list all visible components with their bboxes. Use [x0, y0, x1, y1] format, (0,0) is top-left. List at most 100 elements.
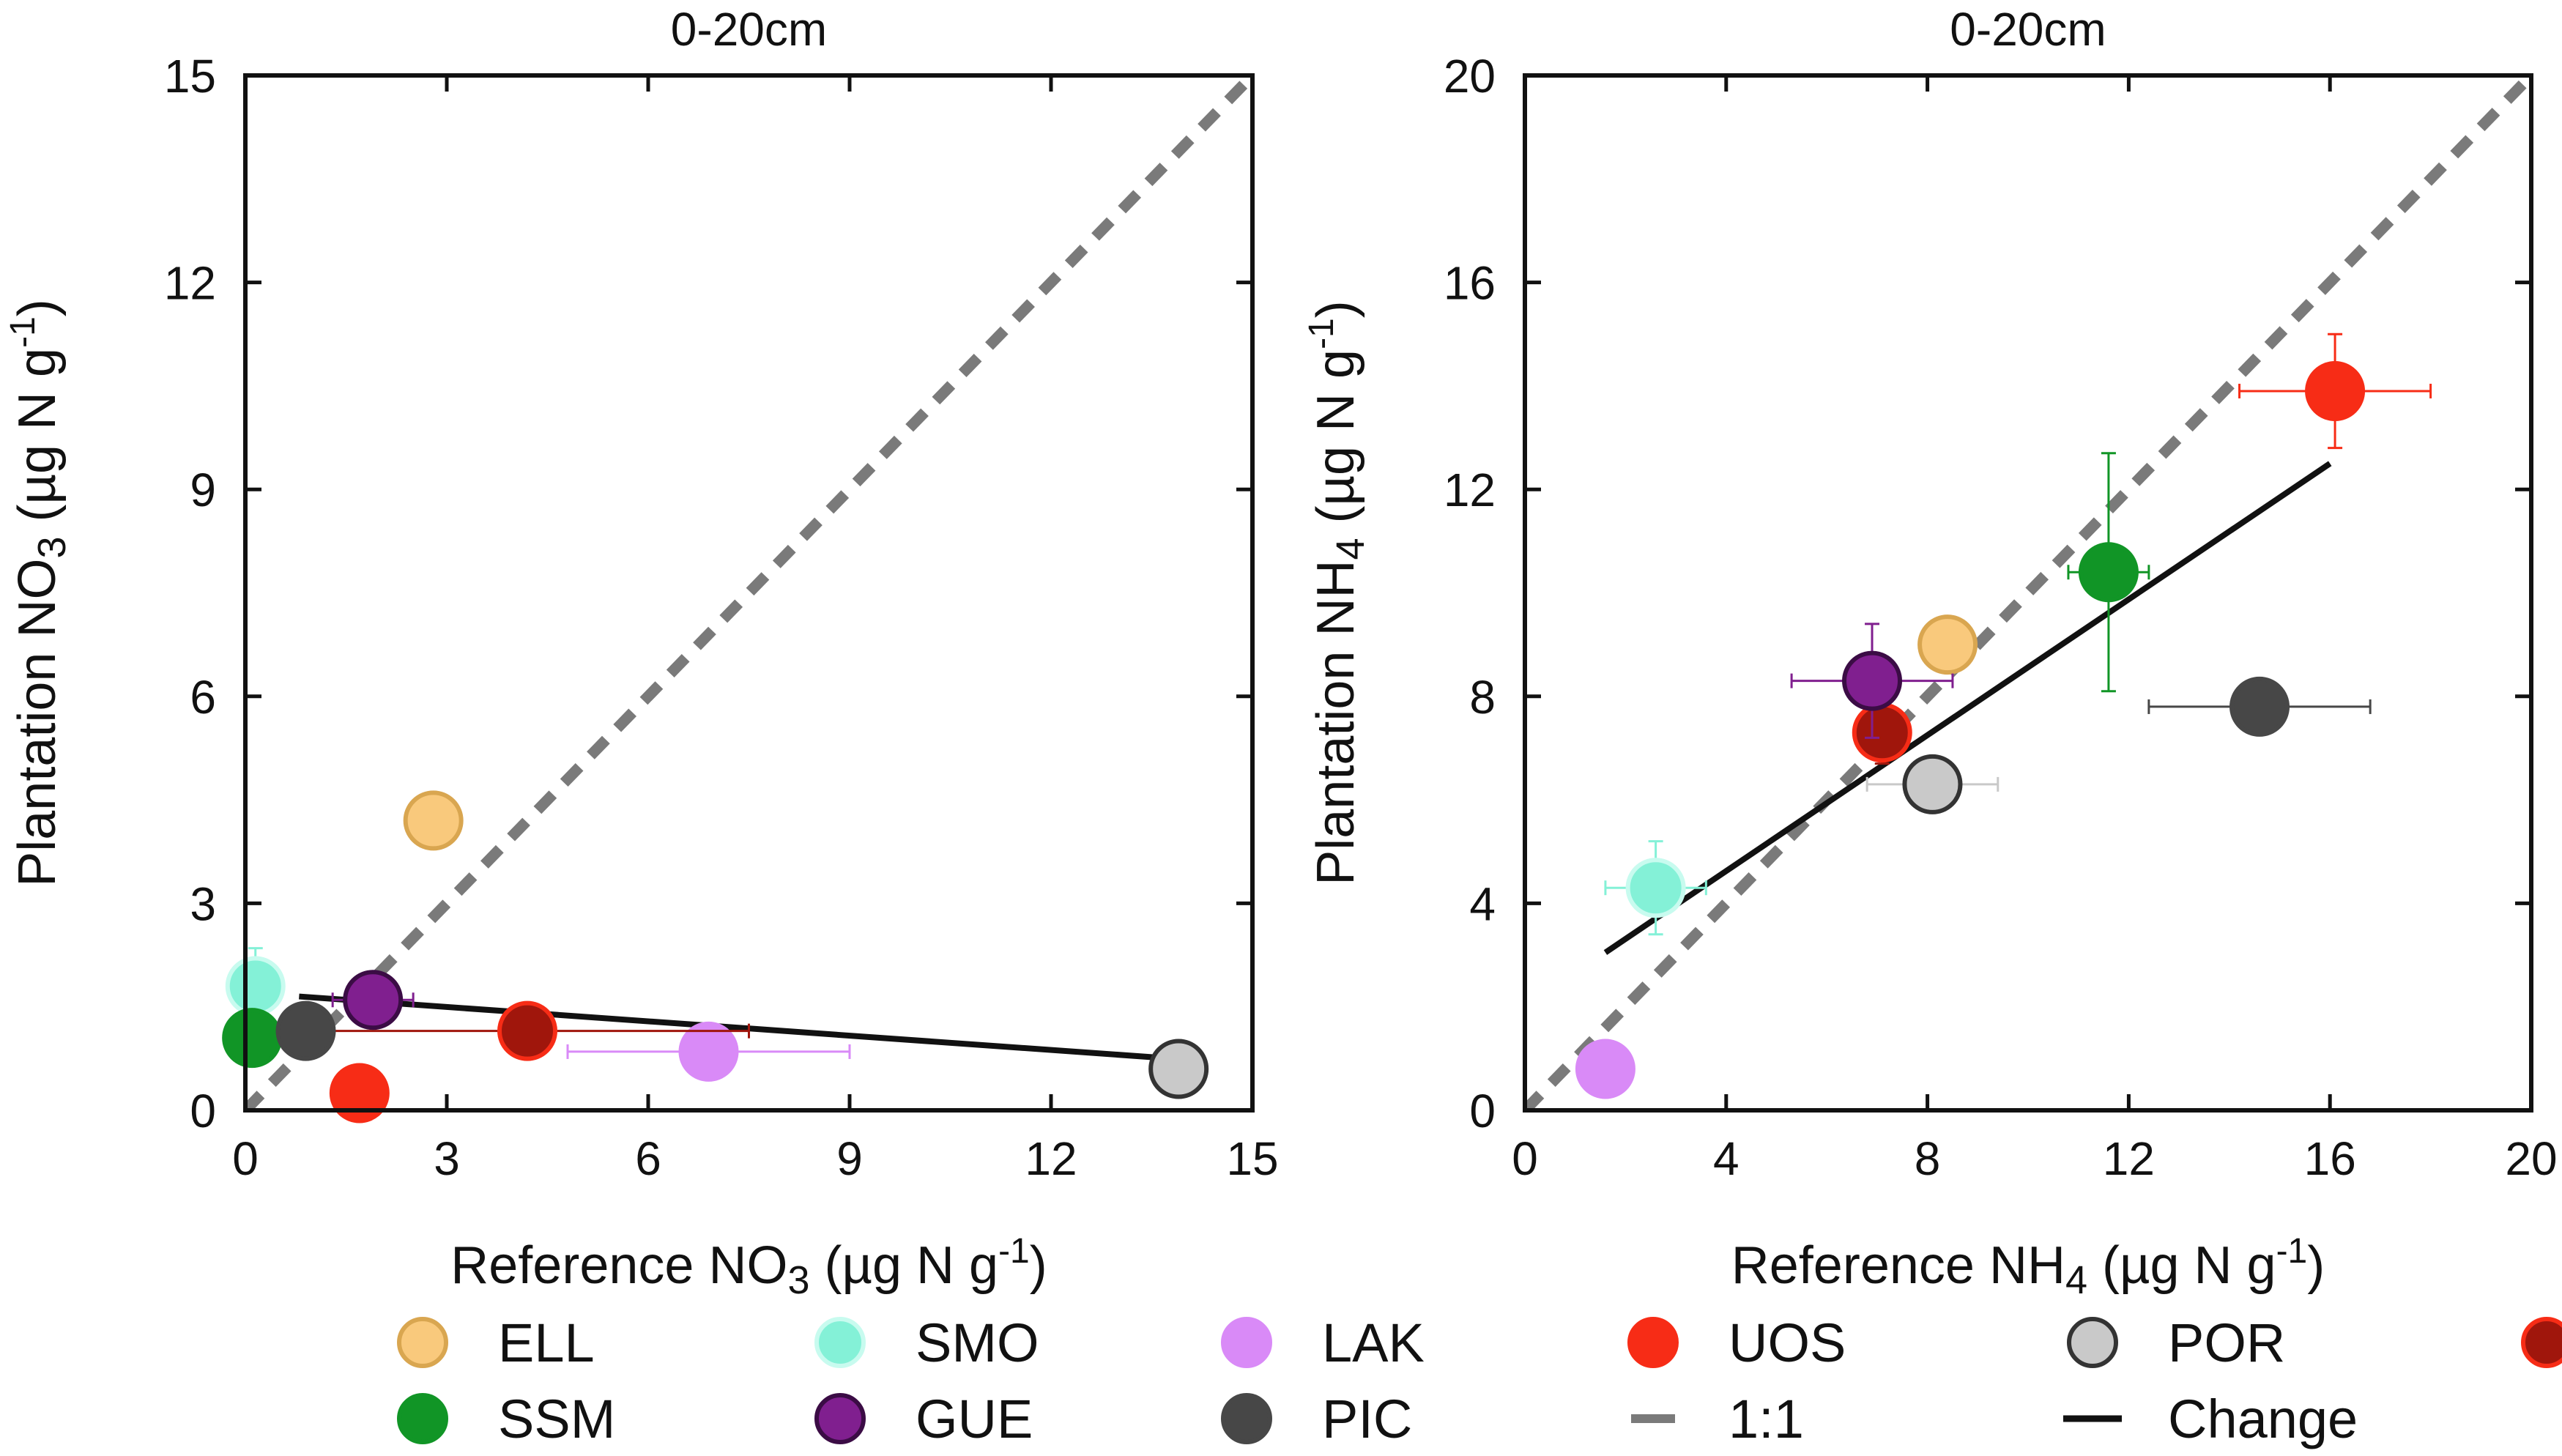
one-to-one-line: [1525, 75, 2531, 1110]
axis-label-part-sup: -1: [2276, 1232, 2308, 1271]
legend-marker-bir: [2521, 1317, 2562, 1368]
axis-label-part-base: Plantation NO: [8, 559, 67, 887]
legend-label: ELL: [498, 1312, 595, 1373]
data-point-bir: [497, 1000, 557, 1061]
panel-title: 0-20cm: [671, 3, 827, 56]
y-axis-label: Plantation NH4 (µg N g-1): [1302, 300, 1373, 885]
axis-label-part-close: ): [1030, 1236, 1047, 1295]
axis-label-part-close: ): [8, 299, 67, 316]
data-point-ell: [1917, 614, 1978, 675]
data-point-lak: [678, 1021, 739, 1082]
legend-label: SSM: [498, 1389, 615, 1449]
one-to-one-line: [245, 75, 1252, 1110]
data-point-uos: [2305, 360, 2366, 421]
data-point-gue: [1842, 650, 1903, 711]
legend-entry-pic: PIC: [1221, 1389, 1412, 1449]
legend-entry-ell: ELL: [397, 1312, 595, 1373]
legend-marker-smo: [814, 1317, 866, 1368]
axis-label-part-close: ): [1307, 300, 1365, 318]
legend-entry-change: Change: [2063, 1389, 2358, 1449]
y-tick-label: 0: [190, 1085, 216, 1137]
data-point-pic: [275, 1000, 336, 1061]
legend-marker-ell: [397, 1317, 448, 1368]
axis-label-part-sup: -1: [4, 316, 42, 348]
change-line: [299, 993, 1173, 1062]
legend-label: SMO: [916, 1312, 1039, 1373]
x-axis-label: Reference NO3 (µg N g-1): [450, 1232, 1047, 1302]
legend-entry-bir: BIR: [2521, 1317, 2562, 1368]
data-point-por: [1902, 754, 1963, 814]
y-tick-label: 9: [190, 464, 216, 516]
data-point-gue: [343, 970, 404, 1030]
axis-label-part-sup: -1: [1302, 318, 1341, 349]
y-tick-label: 4: [1469, 877, 1496, 930]
legend-label: LAK: [1322, 1312, 1425, 1373]
y-tick-label: 8: [1469, 671, 1496, 724]
legend-marker-gue: [814, 1393, 866, 1444]
legend-label: PIC: [1322, 1389, 1412, 1449]
data-point-pic: [2229, 676, 2290, 737]
legend-entry-ssm: SSM: [397, 1389, 615, 1449]
change-line: [1603, 461, 2332, 955]
data-point-bir: [1852, 702, 1912, 763]
plot-frame: [1523, 73, 2533, 1113]
x-tick-label: 20: [2505, 1132, 2557, 1185]
x-tick-label: 4: [1713, 1132, 1739, 1185]
axis-label-part-sub: 4: [2065, 1258, 2087, 1302]
y-tick-label: 3: [190, 877, 216, 930]
y-tick-label: 6: [190, 671, 216, 724]
legend-label: UOS: [1729, 1312, 1846, 1373]
axis-label-part-close: ): [2307, 1236, 2325, 1295]
legend-marker-uos: [1627, 1317, 1679, 1368]
legend-marker-pic: [1221, 1393, 1272, 1444]
x-tick-label: 12: [1025, 1132, 1077, 1185]
data-point-smo: [225, 956, 286, 1017]
y-tick-label: 12: [1444, 464, 1496, 516]
x-tick-label: 15: [1226, 1132, 1278, 1185]
axis-label-part-base: Reference NO: [450, 1236, 787, 1295]
axis-label-part-sup: -1: [998, 1232, 1030, 1271]
y-tick-label: 16: [1444, 257, 1496, 310]
axis-label-part-sub: 4: [1329, 538, 1373, 560]
legend-entry-por: POR: [2067, 1312, 2285, 1373]
legend-label: Change: [2168, 1389, 2358, 1449]
x-tick-label: 3: [434, 1132, 460, 1185]
data-point-uos: [329, 1063, 390, 1123]
x-tick-label: 6: [635, 1132, 661, 1185]
legend-marker-lak: [1221, 1317, 1272, 1368]
axis-label-part-unit: (µg N g: [1307, 349, 1365, 538]
x-tick-label: 0: [232, 1132, 259, 1185]
axis-label-part-sub: 3: [30, 536, 74, 558]
data-point-ssm: [2078, 542, 2139, 603]
axis-label-part-base: Reference NH: [1731, 1236, 2065, 1295]
data-point-ssm: [222, 1008, 283, 1069]
panel-title: 0-20cm: [1950, 3, 2106, 56]
x-tick-label: 12: [2103, 1132, 2155, 1185]
y-tick-label: 0: [1469, 1085, 1496, 1137]
axis-label-part-unit: (µg N g: [8, 348, 67, 537]
data-point-smo: [1625, 858, 1686, 918]
data-point-lak: [1575, 1039, 1635, 1099]
plot-frame: [243, 73, 1255, 1113]
legend-entry-uos: UOS: [1627, 1312, 1846, 1373]
legend: ELL SMO LAK UOS POR BIR SSM GUE PIC 1:1 Change: [397, 1312, 2562, 1449]
y-tick-label: 15: [164, 50, 216, 103]
legend-marker-por: [2067, 1317, 2118, 1368]
y-axis-label: Plantation NO3 (µg N g-1): [4, 299, 74, 887]
y-tick-label: 20: [1444, 50, 1496, 103]
legend-entry-gue: GUE: [814, 1389, 1033, 1449]
legend-entry-smo: SMO: [814, 1312, 1039, 1373]
x-axis-label: Reference NH4 (µg N g-1): [1731, 1232, 2325, 1302]
y-tick-label: 12: [164, 257, 216, 310]
x-tick-label: 9: [836, 1132, 863, 1185]
x-tick-label: 16: [2304, 1132, 2356, 1185]
legend-label: 1:1: [1729, 1389, 1804, 1449]
legend-label: POR: [2168, 1312, 2285, 1373]
axis-label-part-unit: (µg N g: [2087, 1236, 2276, 1295]
legend-entry-lak: LAK: [1221, 1312, 1425, 1373]
x-tick-label: 0: [1512, 1132, 1538, 1185]
legend-entry-oneone: 1:1: [1631, 1389, 1804, 1449]
legend-marker-ssm: [397, 1393, 448, 1444]
data-point-por: [1148, 1039, 1209, 1099]
